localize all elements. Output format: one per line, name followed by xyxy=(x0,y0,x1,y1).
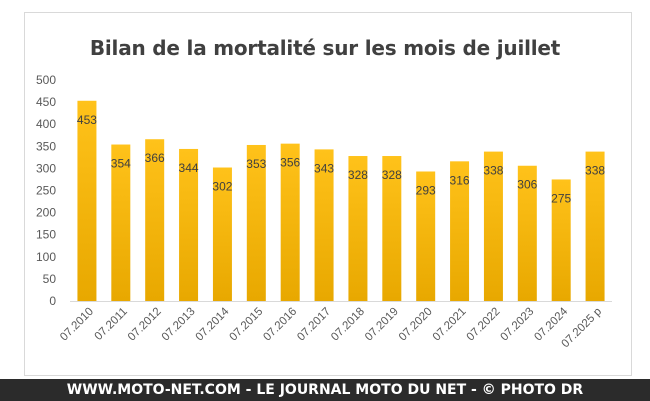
y-tick-label: 400 xyxy=(36,117,56,131)
x-tick-label: 07.2018 xyxy=(329,306,367,344)
data-label: 353 xyxy=(246,157,266,171)
data-label: 344 xyxy=(179,161,199,175)
x-tick-label: 07.2017 xyxy=(295,306,333,344)
bar xyxy=(551,179,571,301)
y-tick-label: 0 xyxy=(49,294,56,308)
data-label: 302 xyxy=(212,180,232,194)
bar xyxy=(517,165,537,301)
data-label: 338 xyxy=(483,164,503,178)
x-tick-label: 07.2022 xyxy=(465,306,503,344)
bar xyxy=(212,167,232,301)
y-tick-label: 350 xyxy=(36,139,56,153)
data-label: 366 xyxy=(145,151,165,165)
y-tick-label: 150 xyxy=(36,228,56,242)
data-label: 328 xyxy=(348,168,368,182)
y-tick-label: 500 xyxy=(36,73,56,87)
bar xyxy=(314,149,334,301)
x-axis: 07.201007.201107.201207.201307.201407.20… xyxy=(58,301,612,350)
data-label: 356 xyxy=(280,156,300,170)
bar xyxy=(111,144,131,301)
x-tick-label: 07.2012 xyxy=(126,306,164,344)
data-label: 453 xyxy=(77,113,97,127)
data-label: 293 xyxy=(416,183,436,197)
bar xyxy=(416,171,436,301)
bar xyxy=(348,156,368,301)
y-tick-label: 50 xyxy=(43,272,57,286)
x-tick-label: 07.2021 xyxy=(431,306,469,344)
bar xyxy=(450,161,470,301)
y-axis: 0 50 100 150 200 250 300 350 400 450 500 xyxy=(36,73,56,308)
bar xyxy=(280,143,300,301)
chart-title: Bilan de la mortalité sur les mois de ju… xyxy=(89,36,561,60)
data-label: 316 xyxy=(450,173,470,187)
data-label: 275 xyxy=(551,191,571,205)
data-label: 306 xyxy=(517,178,537,192)
x-tick-label: 07.2019 xyxy=(363,306,401,344)
x-tick-label: 07.2016 xyxy=(261,306,299,344)
bar xyxy=(77,100,97,301)
x-tick-label: 07.2015 xyxy=(228,306,266,344)
y-tick-label: 200 xyxy=(36,206,56,220)
x-tick-label: 07.2013 xyxy=(160,306,198,344)
y-tick-label: 100 xyxy=(36,250,56,264)
y-tick-label: 450 xyxy=(36,95,56,109)
bar-chart: 0 50 100 150 200 250 300 350 400 450 500 453 354 366… xyxy=(36,73,612,350)
x-tick-label: 07.2020 xyxy=(397,306,435,344)
footer-banner: WWW.MOTO-NET.COM - LE JOURNAL MOTO DU NE… xyxy=(0,379,650,401)
bar xyxy=(179,148,199,301)
data-label: 328 xyxy=(382,168,402,182)
data-label: 338 xyxy=(585,164,605,178)
bar xyxy=(246,144,266,301)
data-label: 354 xyxy=(111,157,131,171)
y-tick-label: 250 xyxy=(36,184,56,198)
x-tick-label: 07.2014 xyxy=(194,305,232,343)
x-tick-label: 07.2010 xyxy=(58,306,96,344)
data-label: 343 xyxy=(314,161,334,175)
bar-series: 453 354 366 344 302 353 356 343 328 328 293 316 338 3… xyxy=(77,100,605,301)
bar xyxy=(483,151,503,301)
y-tick-label: 300 xyxy=(36,161,56,175)
bar xyxy=(145,139,165,301)
bar xyxy=(382,156,402,301)
x-tick-label: 07.2023 xyxy=(499,306,537,344)
bar xyxy=(585,151,605,301)
x-tick-label: 07.2011 xyxy=(93,306,130,343)
